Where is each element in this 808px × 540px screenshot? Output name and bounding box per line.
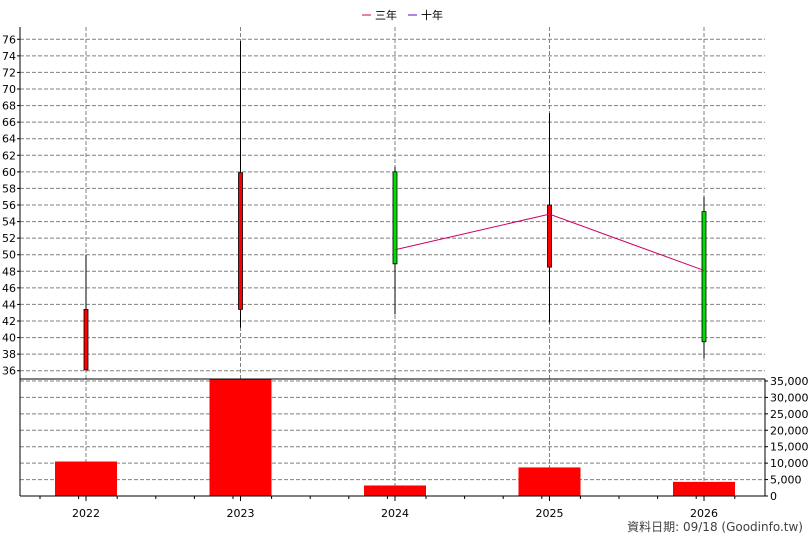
x-tick-label: 2024 bbox=[381, 507, 409, 520]
price-tick-label: 48 bbox=[2, 265, 16, 278]
grid bbox=[20, 27, 765, 497]
volume-tick-label: 15,000 bbox=[770, 441, 808, 454]
volume-tick-label: 20,000 bbox=[770, 424, 808, 437]
volume-bar bbox=[55, 461, 117, 496]
volume-bar bbox=[673, 481, 735, 496]
candle-body bbox=[547, 204, 552, 268]
price-tick-label: 68 bbox=[2, 100, 16, 113]
average-line bbox=[394, 213, 705, 271]
data-date-footer: 資料日期: 09/18 (Goodinfo.tw) bbox=[627, 520, 803, 534]
price-tick-label: 58 bbox=[2, 182, 16, 195]
legend: 三年 十年 bbox=[362, 8, 443, 22]
legend-label-ten-year: 十年 bbox=[421, 8, 443, 22]
price-tick-label: 40 bbox=[2, 332, 16, 345]
price-tick-label: 66 bbox=[2, 116, 16, 129]
price-tick-label: 44 bbox=[2, 298, 16, 311]
volume-bar bbox=[364, 485, 426, 496]
x-tick-label: 2022 bbox=[72, 507, 100, 520]
price-tick-label: 36 bbox=[2, 365, 16, 378]
price-tick-label: 50 bbox=[2, 249, 16, 262]
axes: 36 38 40 42 44 46 48 50 52 54 56 58 60 62 64 66 68 70 72 74… bbox=[2, 27, 808, 520]
price-tick-label: 62 bbox=[2, 149, 16, 162]
price-tick-label: 42 bbox=[2, 315, 16, 328]
x-tick-label: 2025 bbox=[536, 507, 564, 520]
candle-body bbox=[238, 172, 243, 310]
price-tick-label: 52 bbox=[2, 232, 16, 245]
price-tick-label: 38 bbox=[2, 348, 16, 361]
price-tick-label: 74 bbox=[2, 50, 16, 63]
price-candles bbox=[83, 40, 707, 371]
candle-body bbox=[392, 171, 398, 265]
legend-label-three-year: 三年 bbox=[375, 8, 397, 22]
volume-bar bbox=[518, 467, 581, 496]
volume-bars bbox=[55, 379, 735, 496]
volume-bar bbox=[209, 379, 272, 496]
x-tick-label: 2026 bbox=[690, 507, 718, 520]
volume-tick-label: 25,000 bbox=[770, 408, 808, 421]
price-tick-label: 60 bbox=[2, 166, 16, 179]
volume-tick-label: 35,000 bbox=[770, 375, 808, 388]
average-lines bbox=[394, 213, 705, 271]
volume-tick-label: 10,000 bbox=[770, 457, 808, 470]
candle-body bbox=[701, 211, 707, 343]
price-tick-label: 54 bbox=[2, 216, 16, 229]
price-tick-label: 56 bbox=[2, 199, 16, 212]
price-tick-label: 46 bbox=[2, 282, 16, 295]
price-tick-label: 64 bbox=[2, 133, 16, 146]
candle-body bbox=[83, 308, 89, 371]
price-tick-label: 76 bbox=[2, 33, 16, 46]
volume-tick-label: 5,000 bbox=[770, 474, 802, 487]
x-tick-label: 2023 bbox=[227, 507, 255, 520]
volume-tick-label: 0 bbox=[770, 490, 777, 503]
price-tick-label: 72 bbox=[2, 66, 16, 79]
price-tick-label: 70 bbox=[2, 83, 16, 96]
volume-tick-label: 30,000 bbox=[770, 391, 808, 404]
